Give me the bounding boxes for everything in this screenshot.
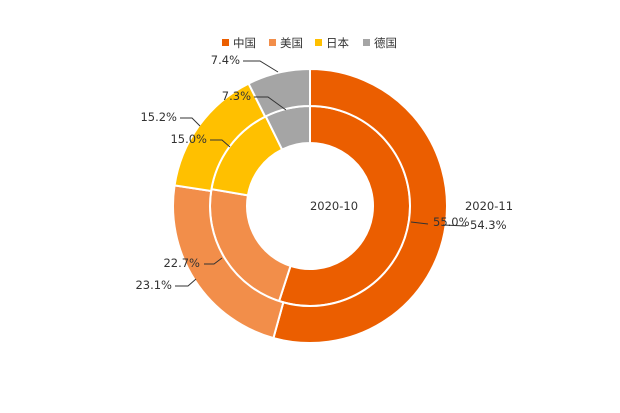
legend-item-美国: 美国 bbox=[269, 36, 303, 50]
series-names: 2020-10 2020-11 bbox=[310, 199, 513, 213]
legend-swatch-中国 bbox=[222, 39, 229, 46]
outer-leader-line-德国 bbox=[243, 60, 279, 73]
inner-data-label-德国: 7.3% bbox=[222, 89, 251, 103]
legend-item-日本: 日本 bbox=[315, 36, 349, 50]
legend: 中国 美国 日本 德国 bbox=[222, 36, 397, 50]
inner-data-label-日本: 15.0% bbox=[170, 132, 207, 146]
outer-ring-slice-德国 bbox=[247, 67, 311, 118]
legend-item-德国: 德国 bbox=[363, 36, 397, 50]
legend-label-日本: 日本 bbox=[326, 36, 349, 50]
legend-swatch-日本 bbox=[315, 39, 322, 46]
outer-leader-line-中国 bbox=[442, 224, 467, 227]
inner-data-label-美国: 22.7% bbox=[163, 256, 200, 270]
legend-swatch-美国 bbox=[269, 39, 276, 46]
data-labels: 55.0% 22.7% 15.0% 7.3% 54.3% 23.1% 15.2% 7.4% bbox=[135, 53, 506, 292]
label-leader-lines bbox=[175, 60, 467, 287]
inner-data-label-中国: 55.0% bbox=[433, 215, 470, 229]
series-name-inner: 2020-10 bbox=[310, 199, 358, 213]
outer-leader-line-美国 bbox=[175, 278, 197, 287]
legend-label-美国: 美国 bbox=[280, 36, 303, 50]
outer-data-label-中国: 54.3% bbox=[470, 218, 507, 232]
legend-label-德国: 德国 bbox=[374, 36, 397, 50]
legend-label-中国: 中国 bbox=[233, 36, 256, 50]
outer-data-label-美国: 23.1% bbox=[135, 278, 172, 292]
outer-data-label-德国: 7.4% bbox=[211, 53, 240, 67]
donut-rings bbox=[172, 67, 448, 344]
legend-item-中国: 中国 bbox=[222, 36, 256, 50]
inner-leader-line-德国 bbox=[254, 96, 287, 111]
inner-leader-line-中国 bbox=[410, 221, 429, 225]
inner-leader-line-日本 bbox=[210, 139, 231, 148]
legend-swatch-德国 bbox=[363, 39, 370, 46]
outer-ring-slice-中国 bbox=[272, 67, 448, 344]
outer-leader-line-日本 bbox=[180, 117, 201, 127]
inner-leader-line-美国 bbox=[204, 257, 223, 265]
outer-data-label-日本: 15.2% bbox=[140, 110, 177, 124]
series-name-outer: 2020-11 bbox=[465, 199, 513, 213]
